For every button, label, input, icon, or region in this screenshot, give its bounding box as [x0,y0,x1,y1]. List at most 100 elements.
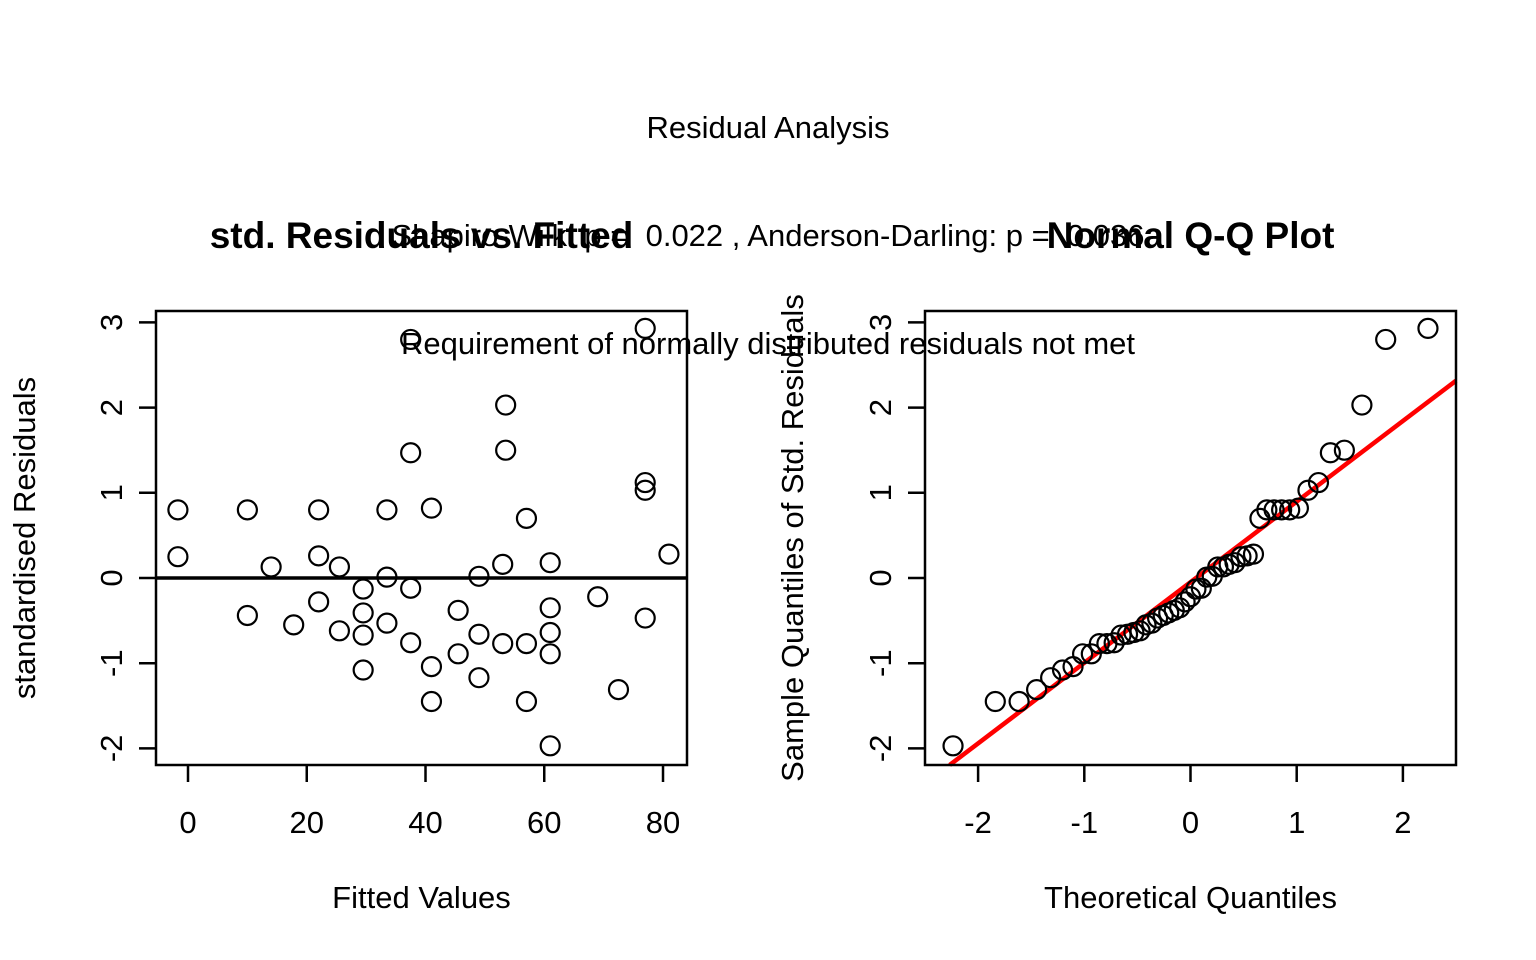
y-axis-tick-label: 0 [94,569,129,586]
data-point [308,499,330,521]
y-axis-tick-label: 3 [94,314,129,331]
data-point [634,471,656,494]
data-point [376,499,398,521]
data-point [328,620,351,642]
data-point [352,578,374,600]
plot-box [154,309,689,767]
plot-title: Normal Q-Q Plot [1047,215,1335,256]
y-axis-tick-label: -2 [94,735,129,763]
data-point [447,643,469,665]
y-axis-tick-label: -2 [863,735,898,763]
y-axis-tick-label: 2 [863,399,898,416]
data-point [308,545,330,567]
x-axis-title: Theoretical Quantiles [1044,880,1337,915]
data-point [400,577,422,599]
data-point [1026,679,1048,701]
y-axis-tick-label: 3 [863,314,898,331]
data-point [1279,499,1301,521]
data-point [283,614,305,636]
data-point [1224,552,1246,574]
data-point [634,479,656,501]
data-point [515,632,538,655]
data-point [468,565,490,587]
normal-qq-plot: Normal Q-Q Plot -2 -1 0 1 2 -2 -1 0 1 2 3 Theoretica… [775,215,1458,915]
data-point [400,328,422,351]
data-point [1242,543,1265,565]
data-point [607,679,630,701]
plot-title: std. Residuals vs. Fitted [210,215,634,256]
data-point [1088,632,1110,655]
data-point [468,667,490,689]
data-point [539,621,561,644]
data-point [1174,591,1196,613]
data-point [400,632,422,654]
data-point [328,556,351,578]
data-point [468,623,490,645]
data-point [447,599,469,621]
data-point [420,656,443,678]
data-point [1051,659,1074,681]
x-axis-tick-label: 20 [290,805,324,840]
x-axis-title: Fitted Values [332,880,511,915]
data-point [539,643,561,665]
x-axis-tick-label: 0 [1182,805,1199,840]
data-point [634,607,656,629]
y-axis-tick-label: -1 [94,649,129,677]
data-point [539,552,561,574]
residuals-vs-fitted-plot: std. Residuals vs. Fitted 0 20 40 60 80 -2 -1 0 1… [7,215,689,915]
figure-header: Residual Analysis Shapiro-Wilk: p = 0.02… [0,38,1536,434]
y-axis-title: standardised Residuals [7,377,42,699]
data-point [1417,317,1439,339]
data-point [1319,442,1341,464]
data-point [1141,612,1163,634]
data-point [515,690,538,713]
data-point [495,394,517,416]
data-point [1008,690,1030,713]
data-point [492,553,514,575]
y-axis-tick-label: -1 [863,649,898,677]
data-point [1256,499,1278,521]
y-axis-tick-label: 0 [863,569,898,586]
data-point [236,499,258,521]
x-axis-tick-label: -1 [1071,805,1099,840]
data-point [400,442,422,464]
main-title: Residual Analysis [646,110,890,145]
x-axis-tick-label: 60 [527,805,561,840]
data-point [420,497,443,519]
data-point [495,439,517,461]
x-axis-tick-label: 40 [408,805,442,840]
y-axis-tick-label: 1 [863,484,898,501]
data-point [1307,471,1330,494]
x-axis-tick-label: 1 [1288,805,1305,840]
x-axis-tick-label: 0 [179,805,196,840]
data-point [1072,643,1094,665]
data-point [1169,597,1191,619]
data-point [1297,479,1319,501]
data-point [1129,620,1151,642]
data-point [1271,499,1293,521]
x-axis-tick-label: -2 [964,805,992,840]
data-point [1040,667,1062,689]
data-point [1230,546,1252,568]
data-point [1263,499,1285,521]
y-axis-title: Sample Quantiles of Std. Residuals [775,294,810,782]
y-axis-tick-label: 1 [94,484,129,501]
y-axis-tick-label: 2 [94,399,129,416]
data-point [587,586,609,608]
subtitle-normality-note: Requirement of normally distributed resi… [400,326,1135,361]
data-point [260,556,282,578]
x-axis-tick-label: 80 [646,805,680,840]
data-point [1190,577,1212,599]
subtitle-test-results: Shapiro-Wilk: p = 0.022 , Anderson-Darli… [391,218,1145,253]
data-point [539,735,561,757]
data-point [539,597,561,619]
data-point [420,690,443,713]
data-point [352,602,374,624]
data-point [634,317,656,339]
data-point [167,546,189,568]
data-point [236,604,258,627]
data-point [376,566,398,588]
data-point [1333,439,1355,461]
